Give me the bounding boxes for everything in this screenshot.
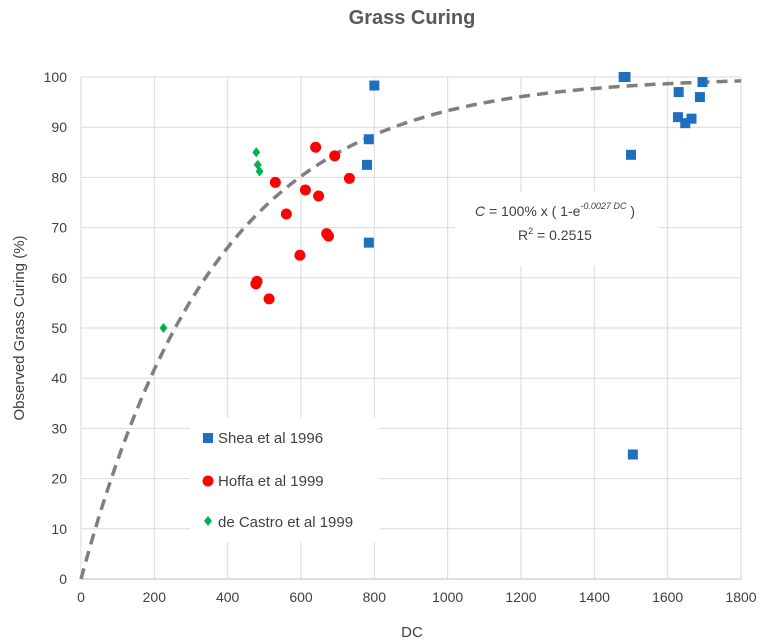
point-hoffa	[310, 141, 322, 153]
equation-exponent: -0.0027 DC	[580, 201, 627, 211]
point-hoffa	[280, 208, 292, 220]
x-tick-label: 400	[216, 589, 240, 605]
equation-close: )	[626, 203, 635, 219]
point-hoffa	[313, 190, 325, 202]
equation-box	[455, 192, 660, 266]
point-hoffa	[329, 150, 341, 162]
legend-label-shea: Shea et al 1996	[218, 430, 323, 447]
point-decastro	[252, 147, 261, 158]
y-tick-label: 100	[44, 69, 68, 85]
legend-label-decastro: de Castro et al 1999	[218, 514, 353, 531]
point-shea	[697, 77, 708, 88]
y-tick-label: 50	[51, 320, 67, 336]
x-tick-label: 1200	[505, 589, 536, 605]
x-tick-label: 1000	[432, 589, 463, 605]
point-shea	[363, 237, 374, 248]
r-squared-prefix: R	[518, 227, 528, 243]
point-shea	[680, 118, 691, 129]
y-tick-label: 60	[51, 270, 67, 286]
x-tick-label: 0	[77, 589, 85, 605]
x-tick-label: 1400	[579, 589, 610, 605]
y-tick-label: 30	[51, 420, 67, 436]
equation-body: = 100% x ( 1-e	[485, 203, 581, 219]
point-hoffa	[294, 249, 306, 261]
r-squared: R2 = 0.2515	[518, 226, 592, 243]
legend-background	[190, 418, 380, 542]
point-hoffa	[323, 230, 334, 242]
grid	[80, 76, 742, 580]
legend-marker-decastro	[204, 516, 212, 526]
point-shea	[363, 134, 374, 145]
y-tick-label: 20	[51, 471, 67, 487]
x-tick-label: 200	[143, 589, 167, 605]
point-shea	[672, 112, 683, 123]
point-shea	[369, 80, 380, 91]
point-shea	[362, 159, 372, 170]
point-shea	[673, 87, 684, 98]
point-shea	[686, 113, 697, 124]
x-tick-label: 600	[289, 589, 313, 605]
equation-var: C	[475, 203, 486, 219]
point-hoffa	[299, 184, 311, 196]
legend-marker-shea	[203, 433, 213, 443]
y-tick-label: 70	[51, 220, 67, 236]
x-tick-label: 1600	[652, 589, 683, 605]
r-squared-value: = 0.2515	[533, 227, 592, 243]
trendline	[79, 79, 742, 580]
legend-label-hoffa: Hoffa et al 1999	[218, 473, 324, 490]
y-tick-label: 40	[51, 370, 67, 386]
y-tick-label: 80	[51, 169, 67, 185]
tick-labels: 0 200 400 600 800 1000 1200 1400 1600 1800 0 10 20 30…	[44, 69, 757, 605]
point-shea	[694, 92, 705, 103]
x-tick-label: 800	[363, 589, 387, 605]
x-axis-label: DC	[401, 624, 423, 641]
y-axis-label: Observed Grass Curing (%)	[11, 235, 28, 420]
point-hoffa	[263, 293, 275, 305]
point-shea	[627, 449, 638, 460]
point-hoffa	[343, 172, 355, 184]
x-tick-label: 1800	[725, 589, 756, 605]
point-shea	[626, 149, 636, 160]
legend-marker-hoffa	[202, 475, 214, 487]
point-hoffa	[250, 278, 262, 290]
points-layer	[159, 72, 708, 460]
equation: C = 100% x ( 1-e-0.0027 DC )	[475, 201, 635, 219]
point-decastro	[159, 323, 168, 333]
y-tick-label: 10	[51, 521, 67, 537]
y-tick-label: 0	[59, 571, 67, 587]
r-squared-sup: 2	[528, 226, 533, 236]
point-hoffa	[269, 176, 281, 188]
point-shea	[620, 72, 631, 82]
point-decastro	[255, 166, 264, 177]
trendline-layer	[79, 79, 742, 580]
legend: Shea et al 1996 Hoffa et al 1999 de Cast…	[190, 418, 380, 542]
chart-title: Grass Curing	[349, 7, 476, 29]
y-tick-label: 90	[51, 119, 67, 135]
